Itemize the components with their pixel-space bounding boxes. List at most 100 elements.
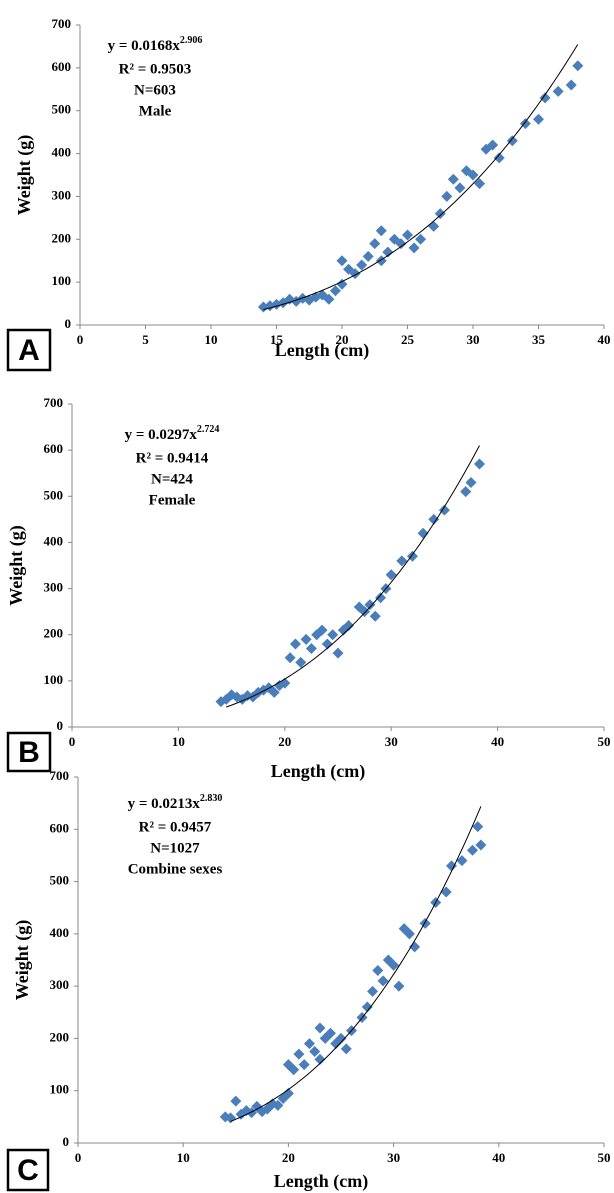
x-tick-label: 20	[336, 332, 349, 347]
y-tick-label: 700	[44, 395, 64, 410]
data-point	[474, 178, 486, 190]
data-point	[362, 250, 374, 262]
data-point	[475, 839, 487, 851]
data-point	[324, 1027, 336, 1039]
x-tick-label: 30	[385, 734, 398, 749]
x-tick-label: 0	[75, 1150, 82, 1165]
data-point	[375, 225, 387, 237]
data-point	[230, 1095, 242, 1107]
data-point	[289, 638, 301, 650]
y-tick-label: 0	[65, 316, 72, 331]
x-tick-label: 40	[491, 734, 504, 749]
annotation: Combine sexes	[128, 861, 223, 877]
data-point	[447, 173, 459, 185]
x-tick-label: 10	[205, 332, 218, 347]
equation-base: y = 0.0168x	[108, 38, 181, 54]
y-tick-label: 0	[57, 718, 64, 733]
data-point	[367, 985, 379, 997]
equation: y = 0.0168x2.906	[108, 35, 203, 54]
panel-label: B	[18, 736, 40, 769]
x-tick-label: 10	[172, 734, 185, 749]
data-point	[336, 255, 348, 267]
data-point	[506, 135, 518, 147]
equation-exponent: 2.830	[200, 793, 223, 804]
y-tick-label: 500	[44, 487, 64, 502]
data-point	[377, 975, 389, 987]
data-point	[364, 599, 376, 611]
annotation: N=603	[134, 82, 176, 98]
data-point	[295, 656, 307, 668]
data-point	[343, 619, 355, 631]
data-point	[329, 285, 341, 297]
data-point	[552, 85, 564, 97]
panel-label-box	[6, 1148, 50, 1192]
data-point	[428, 513, 440, 525]
data-point	[288, 1064, 300, 1076]
data-point	[305, 643, 317, 655]
panel-label-box	[6, 731, 52, 773]
equation-exponent: 2.906	[180, 35, 203, 46]
data-point	[375, 592, 387, 604]
data-point	[356, 259, 368, 271]
x-tick-label: 0	[69, 734, 76, 749]
y-tick-label: 300	[52, 187, 72, 202]
equation-base: y = 0.0213x	[128, 796, 201, 812]
data-point	[409, 941, 421, 953]
y-tick-label: 200	[52, 230, 72, 245]
y-axis-label: Weight (g)	[12, 920, 33, 1001]
y-tick-label: 500	[52, 102, 72, 117]
x-tick-label: 0	[77, 332, 84, 347]
data-point	[487, 139, 499, 151]
x-tick-label: 50	[598, 734, 611, 749]
data-point	[539, 92, 551, 104]
x-tick-label: 5	[142, 332, 149, 347]
x-tick-label: 40	[492, 1150, 505, 1165]
data-point	[393, 980, 405, 992]
data-point	[395, 238, 407, 250]
data-point	[572, 60, 584, 72]
panel: 0 100 200 300 400 500 600 700 0 5 10 15 20 25 30 35 40 Le…	[6, 16, 611, 372]
y-tick-label: 600	[50, 820, 70, 835]
data-point	[474, 458, 486, 470]
data-point	[298, 1059, 310, 1071]
y-tick-label: 300	[44, 580, 64, 595]
x-tick-label: 50	[598, 1150, 611, 1165]
y-tick-label: 300	[50, 977, 70, 992]
data-point	[445, 860, 457, 872]
x-axis-label: Length (cm)	[274, 1171, 368, 1192]
y-tick-label: 600	[44, 441, 64, 456]
panel-label: C	[17, 1154, 39, 1187]
x-tick-label: 20	[278, 734, 291, 749]
y-tick-label: 600	[52, 59, 72, 74]
annotation: R² = 0.9457	[139, 819, 212, 835]
fit-curve	[230, 806, 482, 1122]
fit-curve	[263, 44, 579, 311]
y-tick-label: 100	[52, 273, 72, 288]
annotation: R² = 0.9414	[136, 450, 209, 466]
panel-label-box	[6, 328, 52, 372]
data-point	[519, 118, 531, 130]
data-point	[332, 647, 344, 659]
data-point	[467, 844, 478, 856]
data-point	[369, 610, 381, 622]
data-point	[293, 1048, 305, 1060]
x-tick-label: 30	[387, 1150, 400, 1165]
data-point	[314, 1022, 326, 1034]
data-point	[369, 238, 381, 250]
data-point	[440, 886, 452, 898]
y-axis-label: Weight (g)	[14, 135, 35, 216]
equation-base: y = 0.0297x	[125, 427, 198, 443]
data-point	[314, 1053, 326, 1065]
data-point	[441, 190, 453, 202]
annotation: N=424	[151, 471, 193, 487]
data-point	[456, 855, 468, 867]
x-tick-label: 20	[282, 1150, 295, 1165]
data-point	[382, 246, 394, 258]
data-point	[419, 917, 431, 929]
data-point	[336, 278, 348, 290]
data-point	[403, 928, 415, 940]
annotation: Female	[149, 492, 196, 508]
data-point	[396, 555, 408, 567]
y-tick-label: 400	[44, 533, 64, 548]
